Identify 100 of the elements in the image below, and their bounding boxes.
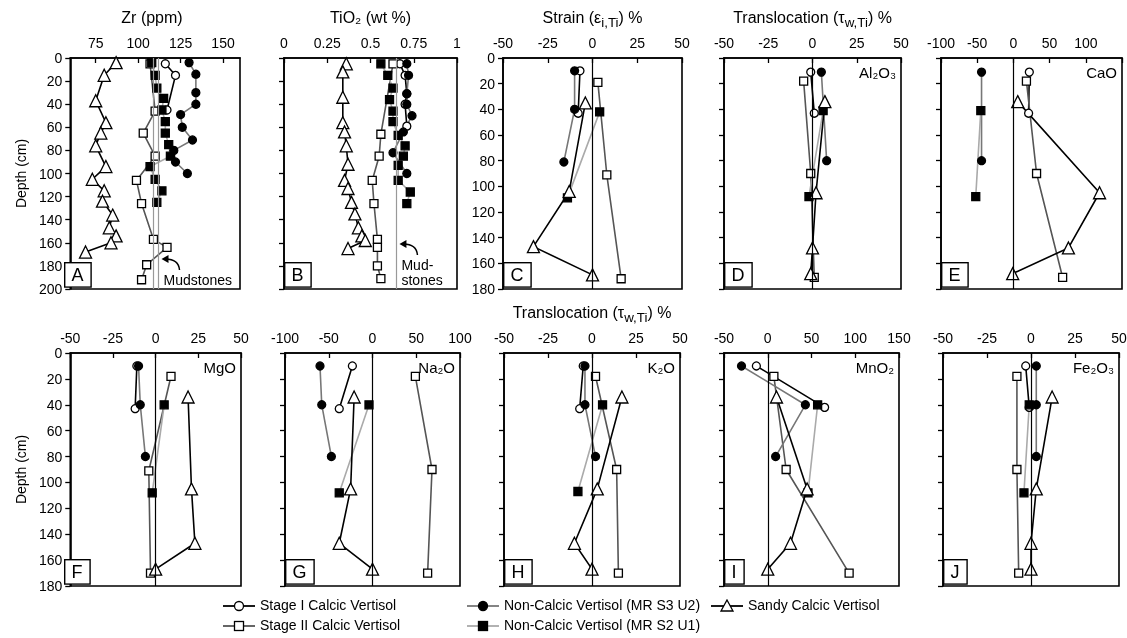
legend-label: Stage II Calcic Vertisol: [260, 617, 401, 633]
x-tick-label: 0: [1027, 330, 1036, 346]
x-tick-label: -50: [713, 330, 735, 346]
x-tick-label: -50: [492, 35, 514, 51]
x-tick-label: 0: [588, 330, 597, 346]
x-tick-label: -25: [102, 330, 124, 346]
x-tick-label: -50: [60, 330, 81, 346]
ref-line-label: Mudstones: [163, 271, 233, 288]
x-tick-label: 125: [168, 35, 193, 51]
y-tick-label: 140: [38, 526, 63, 543]
y-tick-label: 0: [54, 50, 63, 66]
x-tick-label: -25: [758, 35, 779, 51]
x-tick-label: 50: [233, 330, 249, 346]
y-tick-label: 160: [38, 552, 63, 569]
x-tick-label: 150: [211, 35, 235, 51]
annotation: MgO: [203, 359, 236, 376]
x-tick-label: 75: [87, 35, 104, 51]
annotation: I: [731, 562, 737, 583]
y-tick-label: 0: [487, 50, 496, 66]
y-tick-label: 140: [38, 211, 63, 228]
y-tick-label: 140: [471, 229, 496, 246]
x-tick-label: 0.25: [313, 35, 342, 51]
y-tick-label: 60: [46, 422, 63, 439]
y-tick-label: 0: [54, 345, 63, 361]
y-tick-label: 100: [38, 474, 63, 491]
x-tick-label: 50: [1041, 35, 1058, 51]
y-axis-title: Depth (cm): [13, 138, 29, 209]
y-tick-label: 80: [46, 142, 63, 159]
x-tick-label: 50: [803, 330, 820, 346]
annotation: Al₂O₃: [859, 64, 896, 81]
x-tick-label: 25: [629, 35, 646, 51]
annotation: E: [948, 265, 961, 286]
y-tick-label: 100: [38, 165, 63, 182]
x-tick-label: 0: [280, 35, 289, 51]
y-tick-label: 80: [46, 448, 63, 465]
x-tick-label: 150: [887, 330, 911, 346]
x-tick-label: 50: [672, 330, 688, 346]
annotation: G: [292, 562, 307, 583]
legend-label: Stage I Calcic Vertisol: [260, 597, 397, 613]
x-tick-label: -100: [270, 330, 300, 346]
annotation: CaO: [1086, 64, 1117, 81]
x-tick-label: -100: [926, 35, 956, 51]
y-tick-label: 180: [38, 578, 63, 594]
y-tick-label: 200: [38, 281, 63, 297]
y-tick-label: 40: [46, 396, 63, 413]
x-axis-title: Strain (ε$_{i,Ti}$) %: [542, 8, 643, 33]
annotation: MnO₂: [855, 359, 895, 376]
y-axis-title: Depth (cm): [13, 434, 29, 505]
x-tick-label: 25: [190, 330, 207, 346]
x-tick-label: -25: [537, 35, 559, 51]
legend-label: Non-Calcic Vertisol (MR S2 U1): [504, 617, 701, 633]
annotation: H: [511, 562, 525, 583]
x-tick-label: 0: [588, 35, 597, 51]
x-tick-label: 0: [1009, 35, 1018, 51]
x-tick-label: 100: [843, 330, 868, 346]
x-axis-title: TiO₂ (wt %): [329, 8, 412, 28]
y-tick-label: 20: [46, 370, 63, 387]
x-tick-label: -25: [537, 330, 559, 346]
x-tick-label: 0.75: [400, 35, 428, 51]
annotation: B: [291, 265, 304, 286]
x-tick-label: 25: [1067, 330, 1083, 346]
x-tick-label: 0.5: [360, 35, 381, 51]
annotation: J: [950, 562, 960, 583]
x-axis-title: Translocation (τ$_{w,Ti}$) %: [512, 303, 672, 328]
annotation: D: [731, 265, 745, 286]
y-tick-label: 100: [471, 178, 496, 195]
annotation: C: [510, 265, 524, 286]
y-tick-label: 120: [38, 188, 63, 205]
y-tick-label: 40: [46, 96, 63, 113]
x-tick-label: 100: [448, 330, 472, 346]
legend-label: Sandy Calcic Vertisol: [748, 597, 880, 613]
x-tick-label: -50: [967, 35, 988, 51]
x-tick-label: -50: [713, 35, 735, 51]
x-tick-label: 100: [1074, 35, 1098, 51]
x-tick-label: -50: [932, 330, 954, 346]
y-tick-label: 80: [479, 152, 496, 169]
y-tick-label: 40: [479, 101, 496, 118]
ref-line-label: Mud- stones: [401, 256, 443, 288]
x-tick-label: -50: [493, 330, 515, 346]
y-tick-label: 20: [46, 73, 63, 90]
x-tick-label: 1: [453, 35, 462, 51]
x-tick-label: 0: [151, 330, 160, 346]
x-tick-label: 50: [893, 35, 909, 51]
annotation: Fe₂O₃: [1072, 359, 1114, 376]
annotation: F: [71, 562, 83, 583]
x-tick-label: 50: [1111, 330, 1127, 346]
y-tick-label: 120: [38, 500, 63, 517]
y-tick-label: 160: [38, 234, 63, 251]
y-tick-label: 60: [46, 119, 63, 136]
x-tick-label: 0: [808, 35, 817, 51]
x-tick-label: 100: [126, 35, 151, 51]
x-tick-label: 25: [628, 330, 644, 346]
x-tick-label: 25: [848, 35, 865, 51]
x-tick-label: -25: [976, 330, 998, 346]
y-tick-label: 120: [471, 204, 496, 220]
y-tick-label: 60: [479, 127, 496, 143]
annotation: K₂O: [647, 359, 675, 376]
x-tick-label: -50: [318, 330, 340, 346]
x-tick-label: 50: [408, 330, 425, 346]
x-tick-label: 0: [368, 330, 377, 346]
